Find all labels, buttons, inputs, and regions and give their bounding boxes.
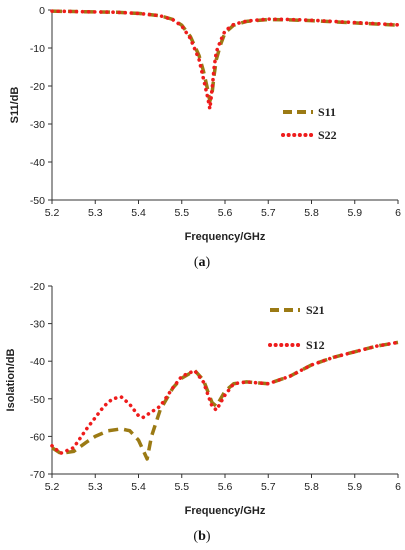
chart-a-series (50, 9, 400, 111)
x-tick-label: 6 (395, 481, 401, 493)
chart-b-y-ticks: -20 -30 -40 -50 -60 -70 (30, 281, 52, 481)
chart-panel-a: 0-10-20-30-40-50 5.2 5.3 5.4 5.5 5.6 5.7 5.8 5.… (9, 5, 401, 270)
y-tick-label: -10 (30, 43, 45, 55)
legend-s12-label: S12 (306, 338, 325, 352)
caption-a: (a) (194, 255, 211, 270)
y-tick-label: 0 (39, 5, 45, 17)
chart-b-series (50, 340, 400, 461)
caption-b: (b) (193, 529, 210, 544)
chart-b-x-ticks: 5.2 5.3 5.4 5.5 5.6 5.7 5.8 5.9 6 (45, 474, 401, 493)
series-s22-line (50, 9, 400, 111)
x-tick-label: 5.9 (347, 207, 362, 219)
chart-a-y-label: S11/dB (9, 87, 21, 124)
y-tick-label: -20 (30, 81, 45, 93)
y-tick-label: -60 (30, 431, 45, 443)
x-tick-label: 5.6 (218, 207, 233, 219)
x-tick-label: 5.4 (131, 481, 146, 493)
x-tick-label: 5.7 (261, 207, 276, 219)
series-s12-line (50, 340, 400, 456)
x-tick-label: 5.2 (45, 481, 60, 493)
chart-a-legend: S11 S22 (281, 105, 337, 142)
series-s11-line (51, 9, 399, 103)
x-tick-label: 5.5 (174, 481, 189, 493)
chart-panel-b: -20 -30 -40 -50 -60 -70 5.2 5.3 5.4 5.5 5.6 5.7 5.8… (5, 281, 401, 544)
caption-a-letter: a (199, 255, 206, 270)
x-tick-label: 5.8 (304, 207, 319, 219)
x-tick-label: 5.9 (347, 481, 362, 493)
chart-a-x-label: Frequency/GHz (185, 231, 266, 243)
x-tick-label: 5.7 (261, 481, 276, 493)
y-tick-label: -50 (30, 394, 45, 406)
caption-b-letter: b (198, 529, 206, 544)
chart-b-x-label: Frequency/GHz (185, 505, 266, 517)
y-tick-label: -30 (30, 319, 45, 331)
y-tick-label: -30 (30, 119, 45, 131)
x-tick-label: 6 (395, 207, 401, 219)
legend-s21-label: S21 (306, 303, 325, 317)
x-tick-label: 5.3 (88, 207, 103, 219)
x-tick-label: 5.6 (218, 481, 233, 493)
x-tick-label: 5.2 (45, 207, 60, 219)
y-tick-label: -20 (30, 281, 45, 293)
legend-s11-label: S11 (318, 105, 336, 119)
chart-a-y-ticks: 0 -10 -20 -30 -40 -50 (30, 5, 52, 207)
chart-a-x-ticks: 5.2 5.3 5.4 5.5 5.6 5.7 5.8 5.9 6 (45, 200, 401, 219)
y-tick-label: -50 (30, 195, 45, 207)
x-tick-label: 5.4 (131, 207, 146, 219)
chart-b-y-label: Isolation/dB (5, 348, 17, 411)
y-tick-label: -40 (30, 157, 45, 169)
legend-s22-label: S22 (318, 128, 337, 142)
x-tick-label: 5.5 (174, 207, 189, 219)
x-tick-label: 5.3 (88, 481, 103, 493)
y-tick-label: -40 (30, 356, 45, 368)
y-tick-label: -70 (30, 469, 45, 481)
chart-b-legend: S21 S12 (268, 303, 325, 352)
series-s21-line (51, 340, 399, 461)
x-tick-label: 5.8 (304, 481, 319, 493)
